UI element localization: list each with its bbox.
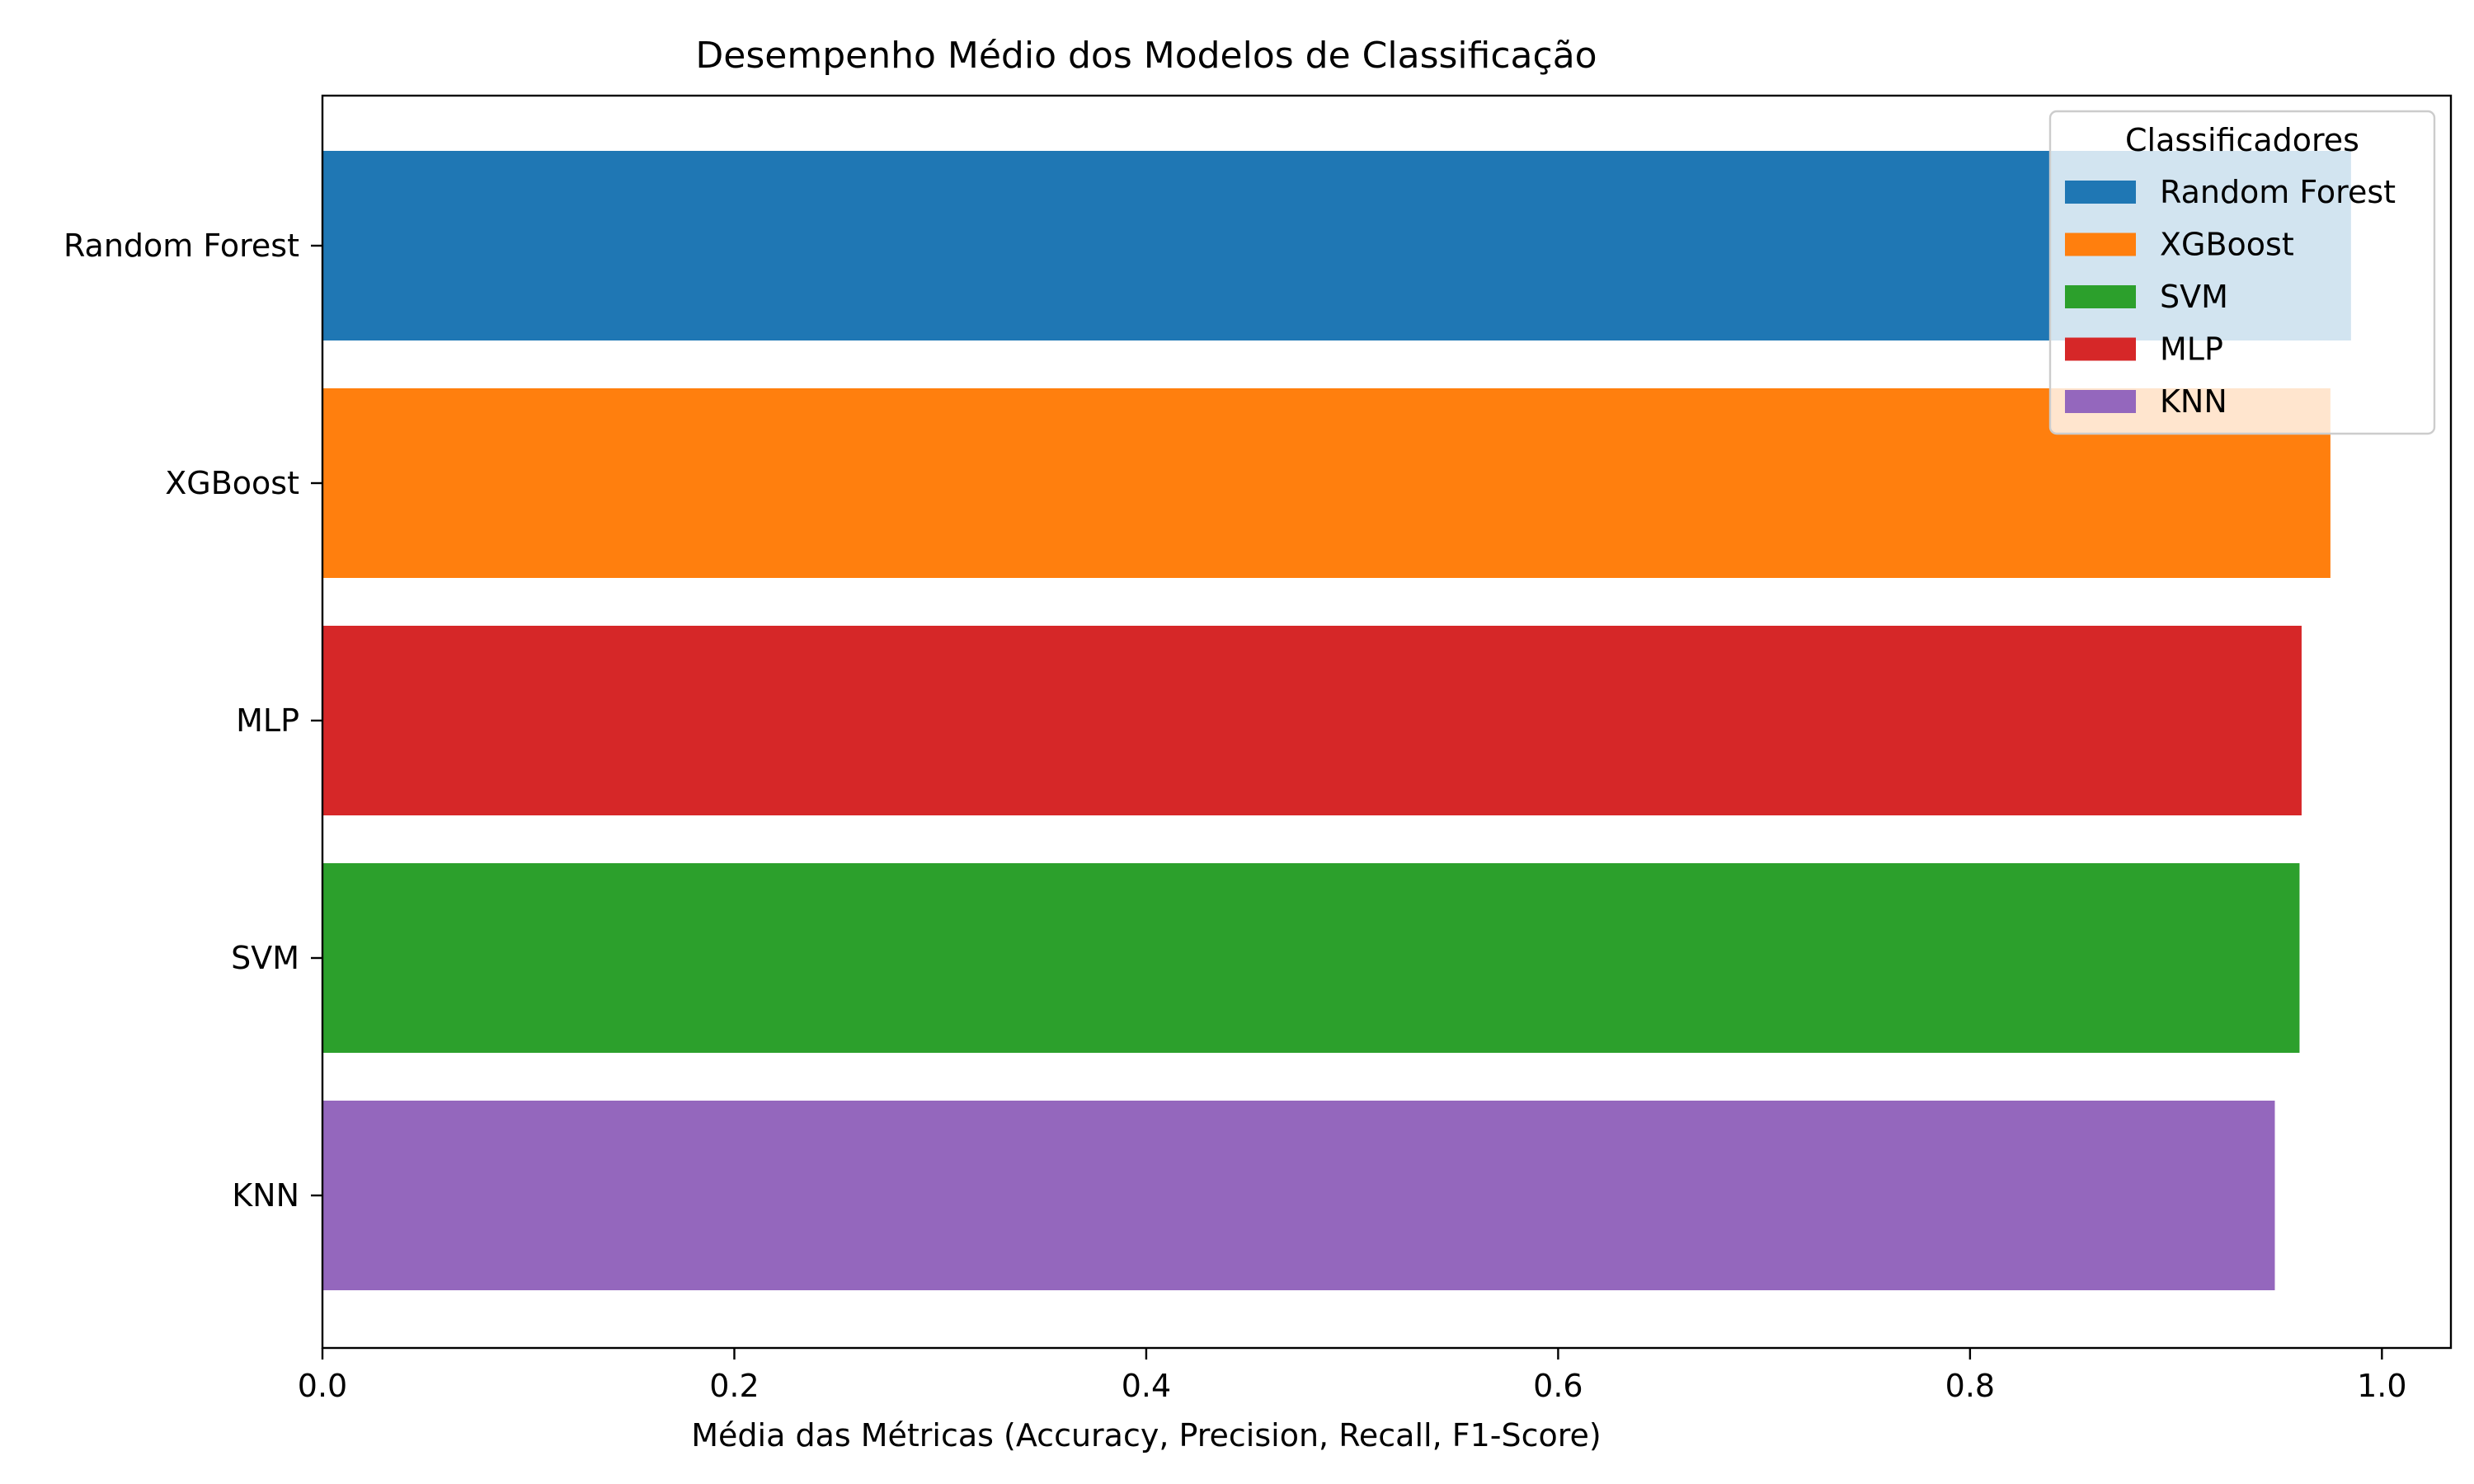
- legend-title: Classificadores: [2125, 122, 2359, 158]
- y-tick-label: SVM: [231, 940, 299, 976]
- x-tick-label: 1.0: [2357, 1368, 2406, 1404]
- bar-svm: [322, 863, 2300, 1053]
- legend-swatch: [2065, 181, 2136, 204]
- plot-frame: [321, 94, 2453, 1350]
- bar-mlp: [322, 626, 2302, 815]
- legend-swatch: [2065, 390, 2136, 413]
- x-axis-label: Média das Métricas (Accuracy, Precision,…: [691, 1417, 1602, 1453]
- bar-xgboost: [322, 388, 2331, 578]
- legend-item-label: XGBoost: [2160, 227, 2294, 263]
- legend-item-label: KNN: [2160, 383, 2227, 420]
- y-tick-label: MLP: [236, 702, 299, 739]
- x-tick-label: 0.8: [1945, 1368, 1995, 1404]
- x-tick-label: 0.4: [1122, 1368, 1171, 1404]
- y-tick-label: KNN: [232, 1177, 299, 1214]
- x-tick-label: 0.2: [709, 1368, 759, 1404]
- legend-item-label: MLP: [2160, 331, 2223, 368]
- legend-swatch: [2065, 337, 2136, 361]
- legend-box: [2048, 110, 2436, 435]
- legend-swatch: [2065, 232, 2136, 256]
- chart-title: Desempenho Médio dos Modelos de Classifi…: [695, 35, 1597, 77]
- bar-random-forest: [322, 151, 2351, 340]
- legend-item-label: SVM: [2160, 279, 2228, 315]
- legend: Classificadores Random Forest XGBoost SVM ML…: [2048, 110, 2436, 435]
- legend-item-label: Random Forest: [2160, 174, 2396, 210]
- y-tick-label: Random Forest: [63, 228, 299, 264]
- bars-layer: [322, 151, 2351, 1290]
- x-tick-label: 0.6: [1533, 1368, 1583, 1404]
- bar-knn: [322, 1101, 2275, 1290]
- legend-swatch: [2065, 285, 2136, 308]
- x-tick-label: 0.0: [298, 1368, 347, 1404]
- axes-layer: Random Forest XGBoost MLP SVM KNN 0.0 0.2 0.4 0.…: [63, 94, 2453, 1404]
- y-tick-label: XGBoost: [165, 465, 299, 501]
